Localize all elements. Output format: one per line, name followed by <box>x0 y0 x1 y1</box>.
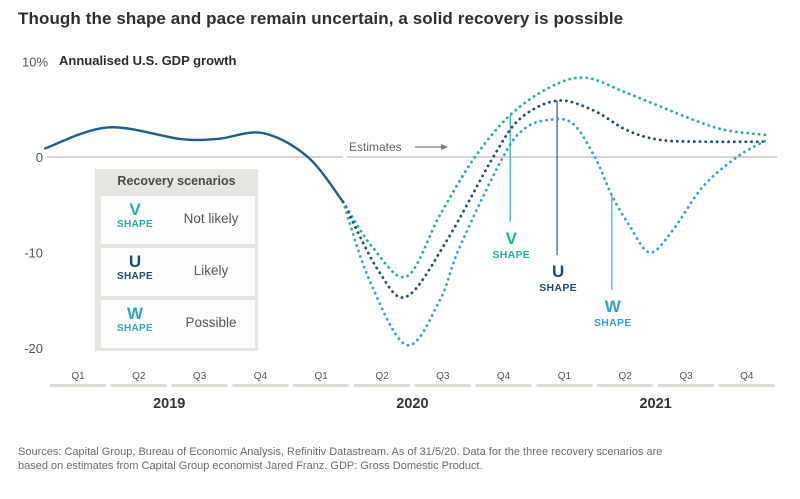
y-tick-label: 10% <box>22 55 48 70</box>
quarter-band <box>414 384 471 387</box>
quarter-band <box>597 384 654 387</box>
quarter-band <box>50 384 106 387</box>
x-tick-label: Q1 <box>558 371 572 382</box>
y-tick-label: -20 <box>24 341 43 356</box>
series-line-v-shape <box>341 76 769 279</box>
x-tick-label: Q3 <box>436 371 450 382</box>
series-line-historical <box>44 126 345 204</box>
legend-likelihood: Possible <box>185 315 237 330</box>
year-label: 2019 <box>153 396 185 412</box>
quarter-band <box>171 384 228 387</box>
legend-shape-label: SHAPE <box>117 271 153 282</box>
y-tick-label: 0 <box>36 150 43 165</box>
legend-item-w-shape: W SHAPE Possible <box>101 300 255 348</box>
estimates-label: Estimates <box>349 140 402 154</box>
x-tick-label: Q4 <box>254 371 268 382</box>
x-tick-label: Q2 <box>132 371 146 382</box>
x-tick-label: Q4 <box>497 371 511 382</box>
callout-sub-u-shape: SHAPE <box>539 282 577 294</box>
x-tick-label: Q3 <box>679 371 693 382</box>
w-shape-badge: W SHAPE <box>105 305 165 335</box>
series-line-u-shape <box>341 99 769 299</box>
x-tick-label: Q1 <box>71 371 85 382</box>
year-label: 2021 <box>639 396 671 412</box>
u-shape-badge: U SHAPE <box>105 253 165 283</box>
footnote-line: Sources: Capital Group, Bureau of Econom… <box>18 446 663 458</box>
callout-sub-w-shape: SHAPE <box>594 317 632 329</box>
legend-letter: W <box>126 304 144 323</box>
chart-canvas: 10% 0 -10 -20 Estimates Q1 Q2 Q3 Q4 Q1 Q2 Q3 Q4 Q1 Q2 Q… <box>22 55 777 412</box>
legend-letter: V <box>129 200 141 219</box>
callout-letter-u-shape: U <box>552 262 564 281</box>
legend-title: Recovery scenarios <box>117 174 236 188</box>
x-tick-label: Q1 <box>315 371 329 382</box>
legend-shape-label: SHAPE <box>117 219 153 230</box>
x-tick-label: Q3 <box>193 371 207 382</box>
quarter-band <box>293 384 350 387</box>
callout-letter-v-shape: V <box>506 229 518 248</box>
legend-letter: U <box>128 252 142 271</box>
y-tick-label: -10 <box>24 246 43 261</box>
chart-title: Though the shape and pace remain uncerta… <box>18 9 624 28</box>
legend-likelihood: Likely <box>193 263 229 278</box>
callout-letter-w-shape: W <box>605 297 622 316</box>
legend-shape-label: SHAPE <box>117 323 153 334</box>
quarter-band <box>658 384 714 387</box>
y-axis-title: Annualised U.S. GDP growth <box>59 53 237 68</box>
callout-sub-v-shape: SHAPE <box>492 249 530 261</box>
legend-item-u-shape: U SHAPE Likely <box>101 248 255 296</box>
quarter-band <box>110 384 167 387</box>
x-tick-label: Q4 <box>740 371 754 382</box>
quarter-band <box>536 384 593 387</box>
recovery-scenarios-legend: Recovery scenarios V SHAPE Not likely U … <box>95 169 258 351</box>
footnote: Sources: Capital Group, Bureau of Econom… <box>18 445 788 473</box>
series-line-w-shape <box>341 117 769 347</box>
footnote-line: based on estimates from Capital Group ec… <box>18 460 483 472</box>
v-shape-badge: V SHAPE <box>105 201 165 231</box>
quarter-band <box>354 384 410 387</box>
x-tick-label: Q2 <box>375 371 389 382</box>
x-tick-label: Q2 <box>619 371 633 382</box>
year-label: 2020 <box>396 396 428 412</box>
legend-likelihood: Not likely <box>183 211 239 226</box>
legend-item-v-shape: V SHAPE Not likely <box>101 196 255 244</box>
quarter-band <box>718 384 775 387</box>
arrow-right-icon <box>441 144 448 150</box>
quarter-band <box>475 384 532 387</box>
quarter-band <box>232 384 289 387</box>
